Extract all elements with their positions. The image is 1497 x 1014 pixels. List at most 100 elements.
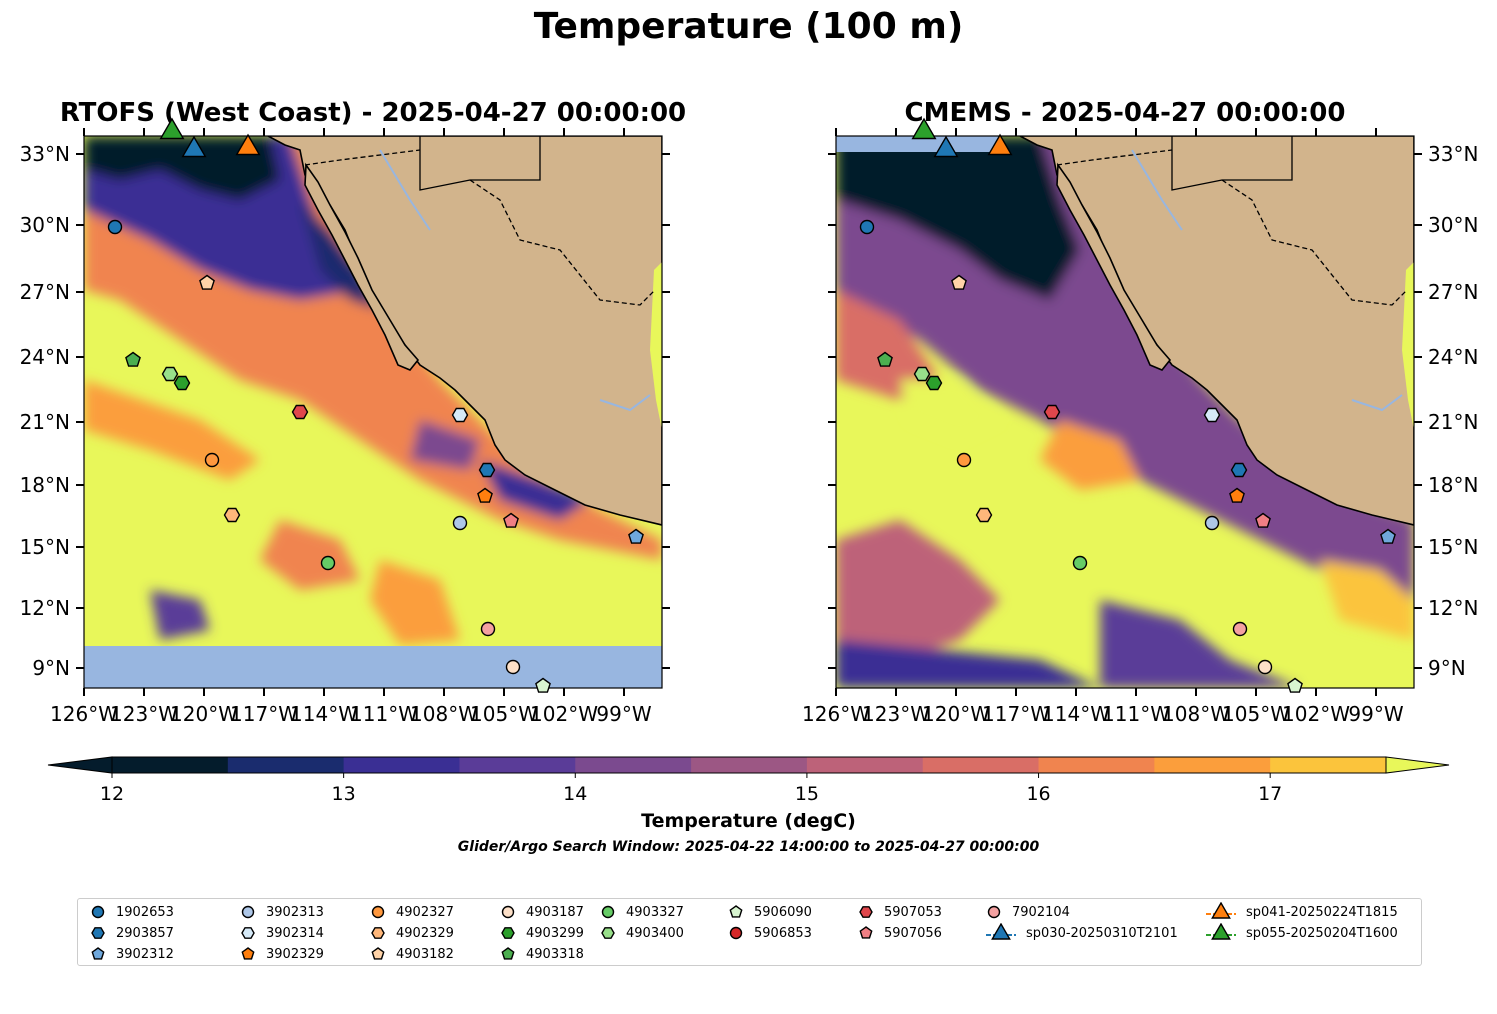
legend-item: 4903318 [500, 944, 584, 964]
colorbar-extend-high [1385, 756, 1450, 774]
legend-marker [371, 947, 385, 960]
legend-label: 5907053 [884, 904, 942, 920]
float-marker-2903857 [478, 462, 496, 478]
legend-item: 4902329 [370, 923, 454, 943]
float-marker-5907053 [291, 404, 309, 420]
circle-icon [371, 905, 385, 919]
lat-tick-label-left: 15°N [20, 535, 70, 559]
pentagon-icon [241, 947, 255, 960]
lon-tick-label: 108°W [410, 702, 478, 726]
lat-tick-label-left: 27°N [20, 280, 70, 304]
hexagon-icon [91, 927, 105, 939]
circle-icon [601, 905, 615, 919]
glider-marker-sp055-20250204T1600 [911, 117, 937, 140]
legend-marker [501, 927, 515, 939]
lon-tick-label: 111°W [1102, 702, 1170, 726]
float-marker-5906090 [535, 677, 551, 693]
hexagon-icon [371, 927, 385, 939]
lon-tick-label: 111°W [350, 702, 418, 726]
legend-label: sp055-20250204T1600 [1246, 925, 1398, 941]
circle-icon [729, 926, 743, 940]
float-marker-5907056 [503, 512, 519, 528]
colorbar-tick-label: 17 [1258, 783, 1283, 805]
colorbar-segment [459, 757, 576, 773]
legend-marker [859, 906, 873, 918]
lat-tick-label-right: 27°N [1428, 280, 1478, 304]
lon-tick-label: 126°W [50, 702, 118, 726]
colorbar [47, 756, 1450, 778]
legend-label: 3902329 [266, 946, 324, 962]
float-markers-right [859, 117, 1396, 693]
lon-tick-label: 102°W [530, 702, 598, 726]
lat-tick-label-left: 12°N [20, 596, 70, 620]
legend-label: 4903182 [396, 946, 454, 962]
lon-tick-label: 114°W [1042, 702, 1110, 726]
float-marker-3902314 [451, 407, 469, 423]
colorbar-tick-label: 14 [563, 783, 588, 805]
legend-marker [729, 926, 743, 940]
legend-item: 4902327 [370, 902, 454, 922]
float-marker-3902314 [1203, 407, 1221, 423]
pentagon-icon [729, 905, 743, 918]
temperature-field [84, 136, 662, 645]
legend-label: 2903857 [116, 925, 174, 941]
lat-tick-label-left: 9°N [32, 656, 70, 680]
lon-tick-label: 105°W [470, 702, 538, 726]
colorbar-segment [1154, 757, 1271, 773]
float-marker-4902329 [223, 507, 241, 523]
glider-marker-sp030-20250310T2101 [181, 135, 207, 158]
float-marker-7902104 [480, 621, 496, 637]
lon-tick-label: 99°W [596, 702, 651, 726]
hexagon-icon [241, 927, 255, 939]
legend-marker [91, 905, 105, 919]
legend-marker [501, 905, 515, 919]
legend-item: 5907056 [858, 923, 942, 943]
land-baja [304, 162, 420, 371]
circle-icon [91, 905, 105, 919]
float-marker-1902653 [107, 219, 123, 235]
legend-marker [501, 947, 515, 960]
legend-marker [601, 927, 615, 939]
triangle-icon [986, 923, 1016, 940]
pentagon-icon [859, 926, 873, 939]
temperature-field [836, 136, 1414, 688]
legend-label: sp030-20250310T2101 [1026, 925, 1178, 941]
hexagon-icon [501, 927, 515, 939]
axis-ticks: 33°N 33°N 30°N 30°N 27°N 27°N 24°N 24°N 21°N 21°N… [20, 128, 1478, 726]
colorbar-tick-label: 13 [331, 783, 356, 805]
lon-tick-label: 123°W [110, 702, 178, 726]
glider-marker-sp041-20250224T1815 [235, 133, 261, 156]
legend-label: 4903299 [526, 925, 584, 941]
legend-marker [241, 905, 255, 919]
lon-tick-label: 126°W [802, 702, 870, 726]
lon-tick-label: 108°W [1162, 702, 1230, 726]
float-marker-3902313 [452, 515, 468, 531]
glider-marker-sp030-20250310T2101 [933, 135, 959, 158]
pentagon-icon [501, 947, 515, 960]
map-frame-right [835, 135, 1415, 689]
colorbar-segment [1270, 757, 1387, 773]
legend-item: 3902312 [90, 944, 174, 964]
lat-tick-label-right: 24°N [1428, 345, 1478, 369]
legend-label: 1902653 [116, 904, 174, 920]
colorbar-tick-label: 15 [794, 783, 819, 805]
legend-item: sp030-20250310T2101 [986, 923, 1178, 943]
float-marker-5907053 [1043, 404, 1061, 420]
lat-tick-label-left: 33°N [20, 142, 70, 166]
legend-label: sp041-20250224T1815 [1246, 904, 1398, 920]
legend-item: 3902313 [240, 902, 324, 922]
nodata-band [84, 646, 662, 688]
legend-marker [91, 927, 105, 939]
float-marker-3902329 [477, 487, 493, 503]
figure-title: Temperature (100 m) [533, 6, 964, 47]
lon-tick-label: 105°W [1222, 702, 1290, 726]
legend-item: 3902329 [240, 944, 324, 964]
float-marker-4903299 [925, 375, 943, 391]
circle-icon [987, 905, 1001, 919]
float-marker-4903299 [173, 375, 191, 391]
lat-tick-label-right: 12°N [1428, 596, 1478, 620]
lat-tick-label-right: 30°N [1428, 213, 1478, 237]
float-marker-4903182 [199, 274, 215, 290]
float-marker-4903400 [913, 366, 931, 382]
colorbar-segment [575, 757, 692, 773]
